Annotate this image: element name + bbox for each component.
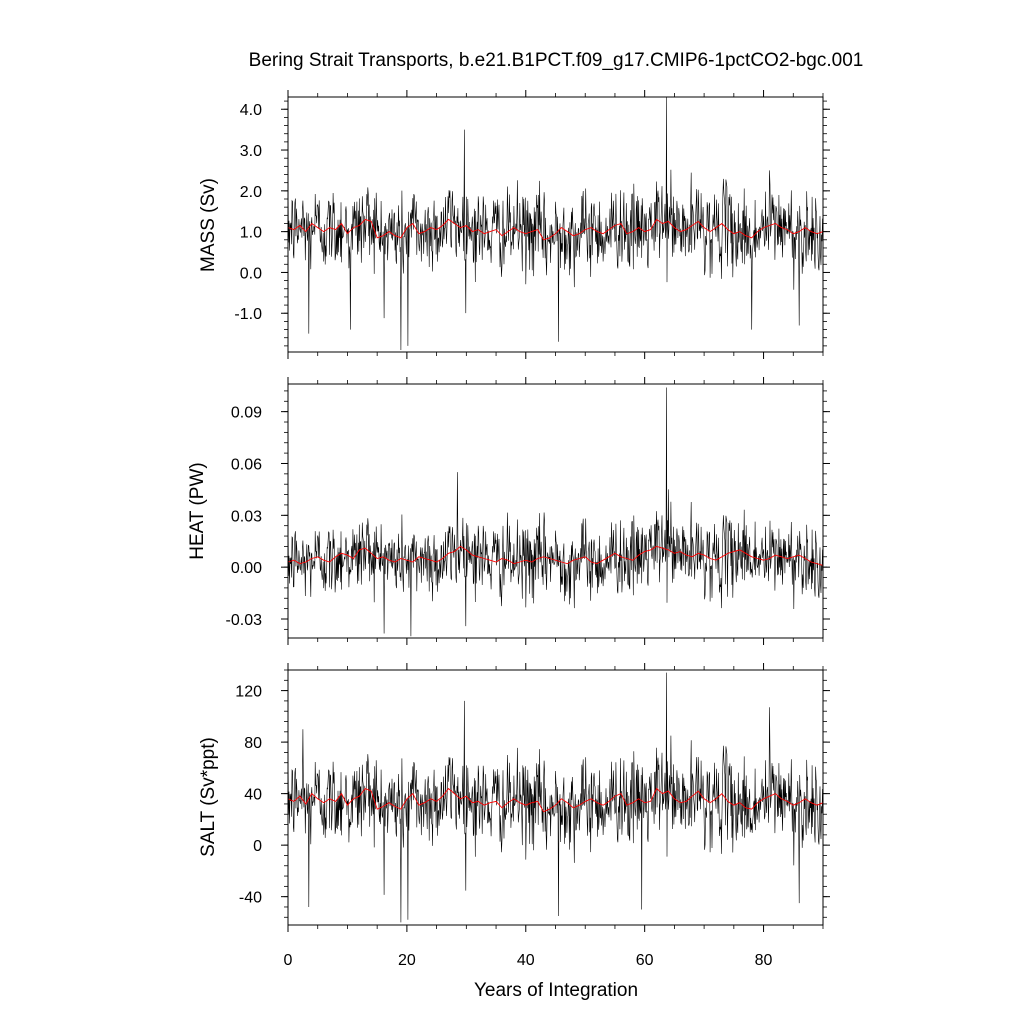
- salt-y-axis-label: SALT (Sv*ppt): [198, 737, 219, 857]
- salt-y-tick-label: 120: [235, 684, 262, 701]
- salt-y-tick-label: 40: [244, 787, 262, 804]
- mass-y-tick-label: 0.0: [240, 265, 262, 282]
- heat-y-tick-label: -0.03: [226, 612, 263, 629]
- mass-y-tick-label: 3.0: [240, 143, 262, 160]
- heat-y-tick-label: 0.00: [231, 560, 262, 577]
- salt-annual-mean-line: [287, 787, 824, 813]
- x-tick-label: 20: [398, 952, 416, 969]
- salt-plot-area: [287, 672, 824, 923]
- salt-y-tick-label: 0: [253, 838, 262, 855]
- mass-annual-mean-line: [287, 218, 824, 241]
- panel-heat: HEAT (PW): [187, 383, 824, 639]
- heat-monthly-series-line: [287, 387, 823, 637]
- x-tick-label: 0: [284, 952, 293, 969]
- salt-monthly-series-line: [287, 672, 823, 923]
- mass-y-tick-label: -1.0: [234, 306, 262, 323]
- heat-y-tick-label: 0.03: [231, 508, 262, 525]
- x-axis-label: Years of Integration: [474, 980, 638, 1001]
- mass-monthly-series-line: [287, 96, 823, 351]
- mass-y-tick-label: 2.0: [240, 184, 262, 201]
- mass-y-axis-label: MASS (Sv): [198, 178, 219, 272]
- mass-plot-area: [287, 96, 824, 351]
- x-tick-label: 80: [755, 952, 773, 969]
- heat-y-tick-label: 0.09: [231, 405, 262, 422]
- salt-y-tick-label: -40: [239, 890, 262, 907]
- chart-title: Bering Strait Transports, b.e21.B1PCT.f0…: [249, 50, 864, 71]
- heat-y-tick-label: 0.06: [231, 456, 262, 473]
- mass-y-tick-label: 4.0: [240, 102, 262, 119]
- x-tick-label: 40: [517, 952, 535, 969]
- heat-y-axis-label: HEAT (PW): [187, 462, 208, 559]
- x-tick-label: 60: [636, 952, 654, 969]
- mass-y-tick-label: 1.0: [240, 225, 262, 242]
- heat-annual-mean-line: [287, 545, 824, 566]
- heat-plot-area: [287, 387, 824, 637]
- salt-y-tick-label: 80: [244, 735, 262, 752]
